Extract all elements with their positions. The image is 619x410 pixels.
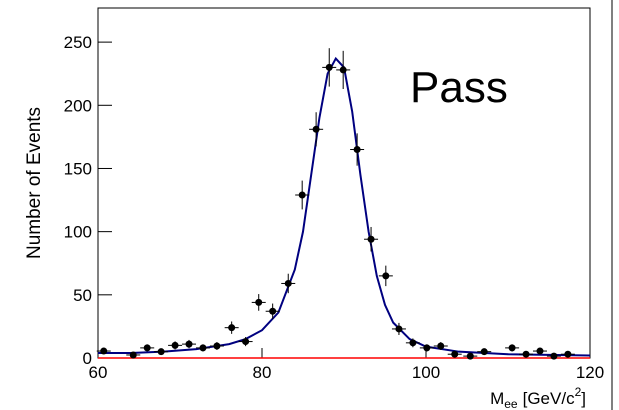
annotation: Pass — [410, 63, 508, 112]
data-point — [508, 344, 516, 352]
data-point — [100, 347, 108, 355]
x-label-sup: 2 — [575, 385, 582, 399]
data-point — [564, 350, 572, 358]
data-point — [367, 235, 375, 243]
x-label-main: M — [490, 389, 504, 408]
y-tick-label: 150 — [64, 159, 92, 178]
data-point — [157, 348, 165, 356]
y-tick-label: 50 — [73, 286, 92, 305]
data-point — [480, 348, 488, 356]
x-label-sub: ee — [504, 397, 518, 410]
x-tick-label: 60 — [89, 363, 108, 382]
data-point — [143, 344, 151, 352]
data-point — [228, 324, 236, 332]
data-point — [353, 146, 361, 154]
x-axis-label: Mee [GeV/c2] — [490, 385, 586, 410]
data-point — [522, 350, 530, 358]
y-tick-label: 0 — [83, 349, 92, 368]
data-point — [213, 342, 221, 350]
data-point — [255, 298, 263, 306]
data-point — [536, 347, 544, 355]
x-tick-label: 80 — [253, 363, 272, 382]
data-point — [437, 342, 445, 350]
data-point — [199, 344, 207, 352]
data-point — [423, 344, 431, 352]
x-tick-label: 120 — [576, 363, 604, 382]
data-point — [171, 341, 179, 349]
x-label-close: ] — [581, 389, 586, 408]
y-axis-label: Number of Events — [24, 107, 45, 259]
y-tick-label: 250 — [64, 33, 92, 52]
data-point — [242, 338, 250, 346]
data-point — [466, 352, 474, 360]
data-point — [550, 352, 558, 360]
data-point — [339, 66, 347, 74]
data-point — [395, 325, 403, 333]
data-point — [129, 351, 137, 359]
x-tick-label: 100 — [412, 363, 440, 382]
data-point — [185, 340, 193, 348]
data-point — [298, 191, 306, 199]
y-tick-label: 100 — [64, 223, 92, 242]
data-point — [382, 272, 390, 280]
data-point — [312, 125, 320, 133]
y-tick-label: 200 — [64, 96, 92, 115]
x-label-unit: [GeV/c — [523, 389, 575, 408]
data-point — [269, 307, 277, 315]
data-point — [325, 63, 333, 71]
data-point — [284, 279, 292, 287]
data-point — [409, 339, 417, 347]
data-point — [451, 350, 459, 358]
